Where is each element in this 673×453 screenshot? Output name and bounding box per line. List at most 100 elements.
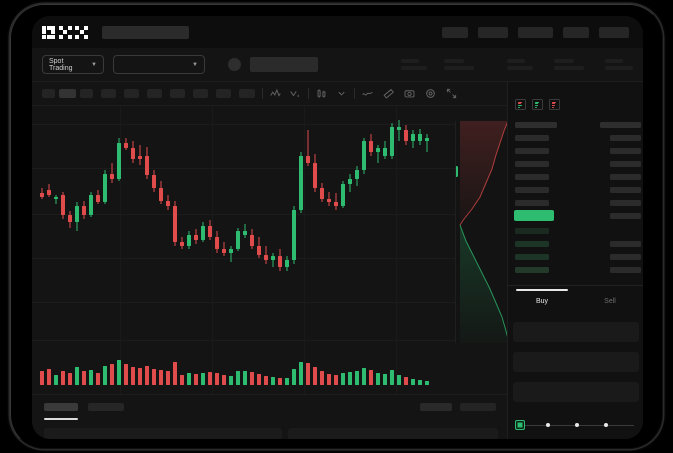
- orderbook-display-modes: [515, 99, 560, 110]
- line-chart-icon[interactable]: [362, 88, 373, 99]
- settings-gear-icon[interactable]: [425, 88, 436, 99]
- candle-body: [250, 234, 255, 246]
- nav-item-3[interactable]: [518, 26, 553, 38]
- candle-body: [96, 195, 101, 203]
- price-input[interactable]: [513, 322, 639, 342]
- ruler-icon[interactable]: [383, 88, 394, 99]
- timeframe-4h[interactable]: [147, 89, 162, 98]
- timeframe-5m[interactable]: [59, 89, 76, 98]
- market-type-selector[interactable]: Spot Trading ▼: [42, 55, 104, 74]
- tab-order-history[interactable]: [88, 403, 124, 411]
- candle-body: [313, 162, 318, 188]
- orderbook-last-price[interactable]: [514, 210, 554, 221]
- chart-type-icon[interactable]: [316, 88, 327, 99]
- slider-handle[interactable]: [515, 420, 525, 430]
- orderbook-ask-row[interactable]: [515, 200, 549, 206]
- amount-slider[interactable]: [515, 420, 637, 430]
- nav-item-4[interactable]: [563, 26, 589, 38]
- orderbook-mode-sell[interactable]: [549, 99, 560, 110]
- orderbook-ask-amount: [610, 174, 641, 180]
- bottom-action-2[interactable]: [460, 403, 496, 411]
- candle-body: [397, 126, 402, 131]
- candle: [131, 116, 136, 296]
- candle-body: [89, 195, 94, 215]
- orderbook-bid-row[interactable]: [515, 241, 549, 247]
- total-input[interactable]: [513, 382, 639, 402]
- timeframe-1d[interactable]: [170, 89, 185, 98]
- nav-item-1[interactable]: [442, 26, 468, 38]
- global-search-input[interactable]: [102, 25, 189, 39]
- chevron-down-icon[interactable]: [336, 88, 347, 99]
- timeframe-15m[interactable]: [80, 89, 93, 98]
- candle-body: [47, 189, 52, 196]
- slider-step-25[interactable]: [546, 423, 550, 427]
- timeframe-1m[interactable]: [42, 89, 55, 98]
- timeframe-more[interactable]: [239, 89, 255, 98]
- tab-sell[interactable]: Sell: [576, 289, 643, 313]
- camera-icon[interactable]: [404, 88, 415, 99]
- orderbook-bid-amount: [610, 254, 641, 260]
- orderbook-mode-buy[interactable]: [532, 99, 543, 110]
- nav-item-2[interactable]: [478, 26, 508, 38]
- stat-24h-high: [444, 59, 474, 70]
- candle: [348, 116, 353, 296]
- candle-body: [355, 170, 360, 179]
- volume-bar: [278, 377, 283, 385]
- stat-24h-change: [401, 59, 427, 70]
- candle: [75, 116, 80, 296]
- volume-series: [40, 343, 450, 385]
- orderbook-ask-row[interactable]: [515, 148, 549, 154]
- candlestick-series: [40, 116, 450, 296]
- volume-bar: [138, 367, 143, 385]
- candle: [180, 116, 185, 296]
- tab-buy[interactable]: Buy: [508, 289, 576, 313]
- candle-body: [369, 141, 374, 152]
- orderbook-bid-amount: [610, 241, 641, 247]
- candle-body: [404, 130, 409, 142]
- orderbook-ask-row[interactable]: [515, 135, 549, 141]
- trading-pair-selector[interactable]: ▼: [113, 55, 205, 74]
- volume-bar: [348, 371, 353, 385]
- nav-item-5[interactable]: [599, 26, 629, 38]
- volume-bar: [68, 372, 73, 385]
- orderbook-mode-both[interactable]: [515, 99, 526, 110]
- slider-step-75[interactable]: [604, 423, 608, 427]
- orderbook-ask-row[interactable]: [515, 161, 549, 167]
- slider-step-50[interactable]: [575, 423, 579, 427]
- indicators-icon[interactable]: [270, 88, 281, 99]
- volume-bar: [103, 366, 108, 385]
- market-depth-chart[interactable]: [455, 121, 507, 343]
- volume-bar: [180, 374, 185, 385]
- candle: [159, 116, 164, 296]
- orderbook-ask-amount: [610, 200, 641, 206]
- volume-bar: [110, 364, 115, 385]
- timeframe-30m[interactable]: [101, 89, 116, 98]
- tab-open-orders[interactable]: [44, 403, 78, 411]
- compare-icon[interactable]: [290, 88, 301, 99]
- orderbook-bid-row[interactable]: [515, 267, 549, 273]
- orderbook-bid-row[interactable]: [515, 254, 549, 260]
- timeframe-1h[interactable]: [124, 89, 139, 98]
- candle: [397, 116, 402, 296]
- toolbar-divider: [262, 88, 263, 99]
- stat-24h-volume: [554, 59, 584, 70]
- candle: [124, 116, 129, 296]
- okx-logo[interactable]: [42, 25, 88, 39]
- timeframe-1w[interactable]: [193, 89, 208, 98]
- bottom-panel-right[interactable]: [288, 428, 498, 439]
- bottom-panel-left[interactable]: [44, 428, 282, 439]
- candle: [243, 116, 248, 296]
- timeframe-1mo[interactable]: [216, 89, 231, 98]
- orderbook-bid-row[interactable]: [515, 228, 549, 234]
- candle-body: [75, 206, 80, 223]
- orderbook-ask-row[interactable]: [515, 174, 549, 180]
- candle: [327, 116, 332, 296]
- bottom-action-1[interactable]: [420, 403, 452, 411]
- fullscreen-icon[interactable]: [446, 88, 457, 99]
- candle-body: [40, 193, 45, 197]
- amount-input[interactable]: [513, 352, 639, 372]
- candle: [89, 116, 94, 296]
- candle: [369, 116, 374, 296]
- candle: [362, 116, 367, 296]
- orderbook-ask-row[interactable]: [515, 187, 549, 193]
